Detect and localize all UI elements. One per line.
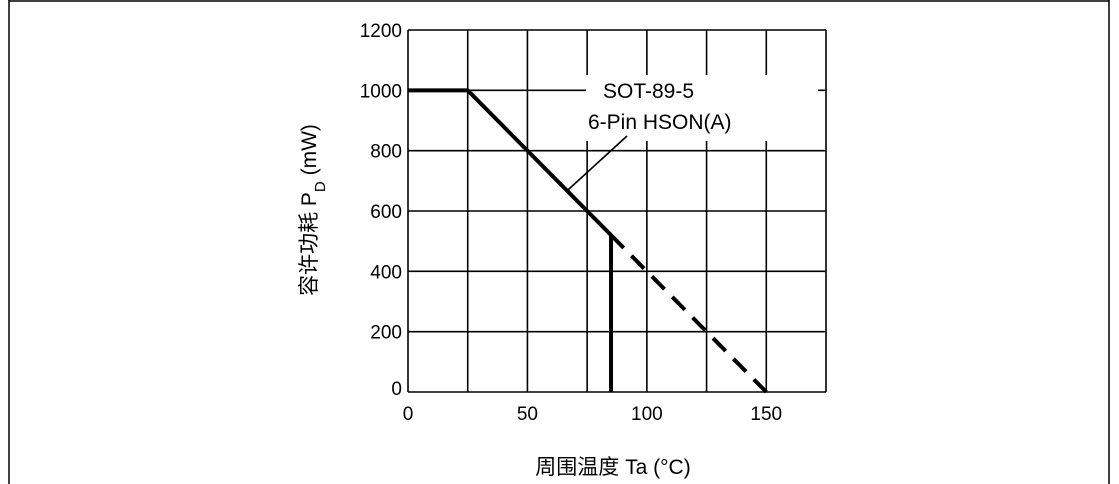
y-axis-label: 容许功耗 PD (mW) bbox=[298, 124, 329, 296]
x-axis-label: 周围温度 Ta (°C) bbox=[535, 456, 690, 479]
y-tick-label-400: 400 bbox=[370, 262, 402, 283]
y-tick-label-0: 0 bbox=[391, 379, 402, 400]
y-axis-label-subscript: D bbox=[312, 181, 329, 192]
tick-labels: 0 50 100 150 0 200 400 600 800 1000 1200 bbox=[360, 21, 782, 425]
y-tick-label-1000: 1000 bbox=[360, 81, 402, 102]
y-axis-label-unit: (mW) bbox=[298, 124, 321, 181]
y-tick-label-600: 600 bbox=[370, 202, 402, 223]
annotation-background bbox=[586, 75, 818, 141]
series-dashed-line bbox=[609, 233, 768, 394]
x-tick-label-50: 50 bbox=[517, 404, 538, 425]
annotation-line-2: 6-Pin HSON(A) bbox=[588, 111, 732, 134]
y-tick-label-1200: 1200 bbox=[360, 21, 402, 42]
y-axis-label-main: 容许功耗 P bbox=[298, 192, 321, 296]
x-tick-label-0: 0 bbox=[403, 404, 414, 425]
x-tick-label-100: 100 bbox=[631, 404, 663, 425]
series-group bbox=[408, 88, 768, 394]
y-tick-label-200: 200 bbox=[370, 323, 402, 344]
annotation-leader-line bbox=[567, 135, 628, 191]
y-tick-label-800: 800 bbox=[370, 142, 402, 163]
series-solid-line bbox=[408, 88, 614, 392]
x-tick-label-150: 150 bbox=[750, 404, 782, 425]
annotation-line-1: SOT-89-5 bbox=[603, 80, 694, 103]
